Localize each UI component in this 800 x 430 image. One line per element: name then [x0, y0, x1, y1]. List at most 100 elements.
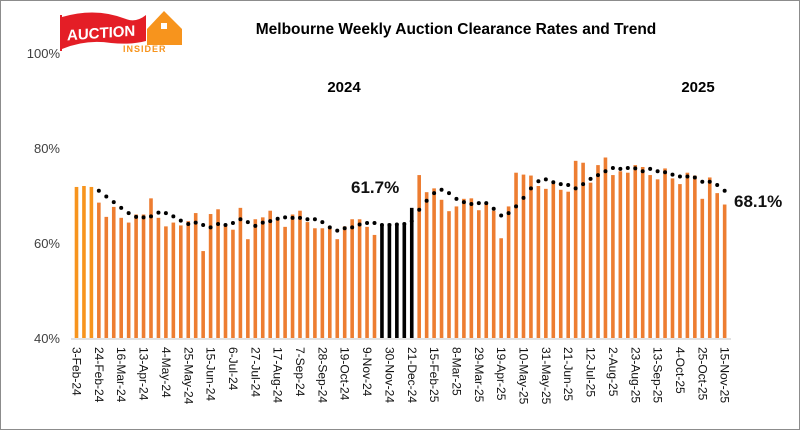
trend-point-33 [320, 220, 325, 225]
bar-7 [126, 222, 131, 338]
annotation-61-7: 61.7% [351, 178, 399, 197]
bar-83 [693, 175, 697, 338]
chart-title: Melbourne Weekly Auction Clearance Rates… [256, 21, 657, 38]
x-tick-label: 8-Mar-25 [449, 347, 463, 396]
trend-point-77 [648, 166, 653, 171]
bar-74 [626, 172, 630, 338]
bar-55 [484, 202, 489, 338]
bar-64 [551, 183, 556, 338]
bar-76 [640, 167, 645, 338]
trend-point-70 [596, 173, 600, 178]
year-label-2024: 2024 [327, 79, 361, 96]
trend-point-44 [402, 222, 407, 226]
x-tick-label: 16-Mar-24 [114, 347, 128, 403]
bar-31 [305, 222, 310, 338]
svg-text:INSIDER: INSIDER [123, 44, 167, 54]
x-tick-label: 7-Sep-24 [293, 347, 307, 397]
trend-point-5 [111, 200, 116, 205]
bar-28 [283, 226, 287, 338]
trend-point-31 [305, 217, 310, 222]
bar-36 [342, 226, 347, 338]
x-tick-label: 24-Feb-24 [92, 347, 106, 403]
x-tick-label: 19-Apr-25 [494, 347, 508, 401]
bar-45 [409, 207, 414, 338]
trend-point-53 [469, 202, 474, 207]
trend-point-28 [283, 215, 288, 220]
trend-point-30 [298, 215, 302, 220]
bar-59 [514, 172, 518, 338]
bar-13 [171, 222, 176, 338]
trend-point-43 [394, 222, 399, 227]
bar-38 [357, 219, 362, 338]
trend-point-56 [491, 206, 496, 211]
trend-point-85 [707, 179, 712, 184]
trend-point-66 [566, 183, 571, 188]
bar-26 [268, 210, 272, 338]
bar-8 [134, 214, 138, 338]
trend-point-58 [506, 211, 511, 216]
bar-11 [156, 217, 161, 338]
bar-33 [320, 228, 325, 338]
x-tick-label: 31-May-25 [539, 347, 553, 405]
bar-82 [685, 172, 690, 338]
bar-60 [521, 174, 526, 338]
x-tick-label: 25-Oct-25 [695, 347, 709, 401]
x-tick-label: 13-Sep-25 [651, 347, 665, 403]
trend-point-17 [201, 222, 206, 227]
x-tick-label: 15-Jun-24 [204, 347, 218, 401]
bar-43 [395, 223, 399, 338]
trend-point-23 [245, 220, 250, 225]
trend-point-18 [208, 225, 213, 230]
bar-19 [216, 209, 220, 338]
x-tick-label: 6-Jul-24 [226, 347, 240, 391]
trend-point-37 [350, 225, 355, 230]
trend-point-9 [141, 215, 146, 220]
bar-34 [328, 228, 332, 338]
trend-point-3 [96, 188, 101, 193]
x-tick-label: 3-Feb-24 [70, 347, 84, 396]
bar-57 [499, 238, 503, 338]
trend-point-45 [409, 219, 414, 224]
trend-point-48 [432, 191, 437, 196]
bar-35 [335, 239, 340, 338]
bar-50 [447, 211, 451, 338]
x-tick-label: 28-Sep-24 [315, 347, 329, 403]
x-tick-label: 13-Apr-24 [137, 347, 151, 401]
bar-84 [700, 198, 705, 338]
trend-point-64 [551, 180, 556, 185]
bar-72 [611, 175, 615, 338]
x-tick-label: 2-Aug-25 [606, 347, 620, 397]
bar-27 [275, 219, 280, 338]
x-tick-label: 4-May-24 [159, 347, 173, 398]
bar-23 [246, 239, 250, 338]
auction-insider-logo: AUCTION INSIDER [60, 11, 182, 54]
trend-point-54 [476, 201, 481, 206]
trend-point-61 [528, 186, 533, 191]
bar-3 [97, 202, 101, 338]
trend-point-4 [104, 194, 109, 199]
trend-point-24 [253, 223, 258, 228]
y-tick-40: 40% [34, 331, 60, 346]
bar-14 [179, 225, 183, 338]
bar-42 [387, 223, 392, 338]
x-tick-label: 15-Nov-25 [718, 347, 732, 403]
bar-69 [588, 182, 593, 338]
x-tick-label: 12-Jul-25 [584, 347, 598, 397]
annotation-68-1: 68.1% [734, 192, 782, 211]
trend-point-46 [417, 207, 422, 212]
x-tick-label: 30-Nov-24 [382, 347, 396, 403]
x-tick-label: 21-Dec-24 [405, 347, 419, 403]
bar-52 [462, 198, 466, 338]
bar-56 [491, 210, 496, 338]
bar-5 [111, 206, 116, 338]
trend-point-49 [439, 187, 444, 192]
bar-68 [581, 162, 585, 338]
y-tick-60: 60% [34, 236, 60, 251]
bar-30 [298, 210, 302, 338]
trend-point-6 [119, 205, 124, 210]
bar-66 [566, 191, 570, 338]
bar-53 [469, 198, 474, 338]
trend-point-12 [163, 211, 168, 216]
x-tick-label: 23-Aug-25 [628, 347, 642, 403]
bar-77 [648, 175, 652, 338]
